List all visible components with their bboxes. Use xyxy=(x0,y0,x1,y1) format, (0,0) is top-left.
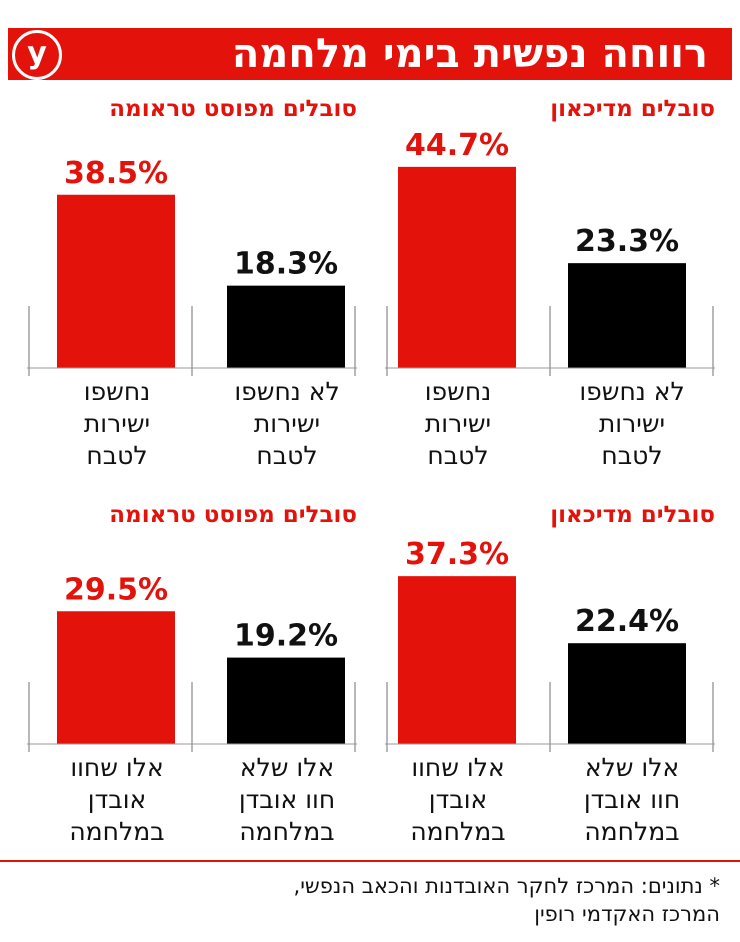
category-line: נחשפו xyxy=(424,377,492,406)
footnote-line: המרכז האקדמי רופין xyxy=(534,902,720,926)
category-label: נחשפו ישירות לטבח xyxy=(42,376,192,472)
category-line: ישירות xyxy=(253,409,321,438)
bar-chart: 19.2% 29.5% xyxy=(27,572,357,752)
category-line: נחשפו xyxy=(83,377,151,406)
category-label: אלו שחוו אובדן במלחמה xyxy=(383,752,533,848)
bar-chart: 18.3% 38.5% xyxy=(27,156,357,376)
category-line: אובדן xyxy=(428,785,488,814)
category-line: במלחמה xyxy=(239,817,335,846)
chart-panel-depression-loss: סובלים מדיכאון 22.4% 37.3% אלו שלא חוו או… xyxy=(385,502,715,872)
data-label: 18.3% xyxy=(234,247,338,282)
bar xyxy=(568,263,686,368)
data-label: 22.4% xyxy=(575,604,679,639)
data-label: 38.5% xyxy=(64,156,168,191)
category-line: אלו שלא xyxy=(239,753,335,782)
category-line: אובדן xyxy=(87,785,147,814)
category-line: במלחמה xyxy=(69,817,165,846)
category-line: לא נחשפו xyxy=(234,377,340,406)
data-label: 37.3% xyxy=(405,537,509,572)
page-title: רווחה נפשית בימי מלחמה xyxy=(231,31,708,77)
bar xyxy=(227,285,345,368)
category-label: לא נחשפו ישירות לטבח xyxy=(557,376,707,472)
panel-title: סובלים מפוסט טראומה xyxy=(109,502,357,528)
data-label: 23.3% xyxy=(575,224,679,259)
category-line: במלחמה xyxy=(410,817,506,846)
category-label: לא נחשפו ישירות לטבח xyxy=(212,376,362,472)
bar xyxy=(57,611,175,744)
data-label: 19.2% xyxy=(234,619,338,654)
category-line: אלו שלא xyxy=(584,753,680,782)
chart-panel-ptsd-loss: סובלים מפוסט טראומה 19.2% 29.5% אלו שלא ח… xyxy=(27,502,357,872)
category-line: ישירות xyxy=(83,409,151,438)
source-footnote: * נתונים: המרכז לחקר האובדנות והכאב הנפש… xyxy=(294,872,720,928)
panel-title: סובלים מפוסט טראומה xyxy=(109,96,357,122)
bar xyxy=(57,194,175,368)
category-line: ישירות xyxy=(598,409,666,438)
chart-panel-depression-exposure: סובלים מדיכאון 23.3% 44.7% לא נחשפו ישירו… xyxy=(385,96,715,470)
category-line: אלו שחוו xyxy=(70,753,164,782)
category-line: לטבח xyxy=(427,441,489,470)
data-label: 29.5% xyxy=(64,572,168,607)
bar xyxy=(398,166,516,368)
category-label: נחשפו ישירות לטבח xyxy=(383,376,533,472)
header-bar xyxy=(8,28,732,80)
category-line: לטבח xyxy=(86,441,148,470)
category-line: חוו אובדן xyxy=(583,785,681,814)
category-line: לא נחשפו xyxy=(579,377,685,406)
bar xyxy=(227,657,345,744)
footer-divider xyxy=(0,860,740,862)
category-line: אלו שחוו xyxy=(411,753,505,782)
ynet-logo: y xyxy=(12,30,62,80)
data-label: 44.7% xyxy=(405,128,509,163)
category-label: אלו שלא חוו אובדן במלחמה xyxy=(212,752,362,848)
category-line: במלחמה xyxy=(584,817,680,846)
panel-title: סובלים מדיכאון xyxy=(550,96,715,122)
bar-chart: 23.3% 44.7% xyxy=(385,128,715,376)
category-line: לטבח xyxy=(601,441,663,470)
panel-title: סובלים מדיכאון xyxy=(550,502,715,528)
category-label: אלו שחוו אובדן במלחמה xyxy=(42,752,192,848)
bar-chart: 22.4% 37.3% xyxy=(385,537,715,752)
category-line: חוו אובדן xyxy=(238,785,336,814)
chart-panel-ptsd-exposure: סובלים מפוסט טראומה 18.3% 38.5% לא נחשפו … xyxy=(27,96,357,470)
category-line: ישירות xyxy=(424,409,492,438)
category-label: אלו שלא חוו אובדן במלחמה xyxy=(557,752,707,848)
bar xyxy=(568,643,686,744)
bar xyxy=(398,576,516,744)
header: y רווחה נפשית בימי מלחמה xyxy=(8,28,732,80)
footnote-line: * נתונים: המרכז לחקר האובדנות והכאב הנפש… xyxy=(293,874,720,898)
category-line: לטבח xyxy=(256,441,318,470)
